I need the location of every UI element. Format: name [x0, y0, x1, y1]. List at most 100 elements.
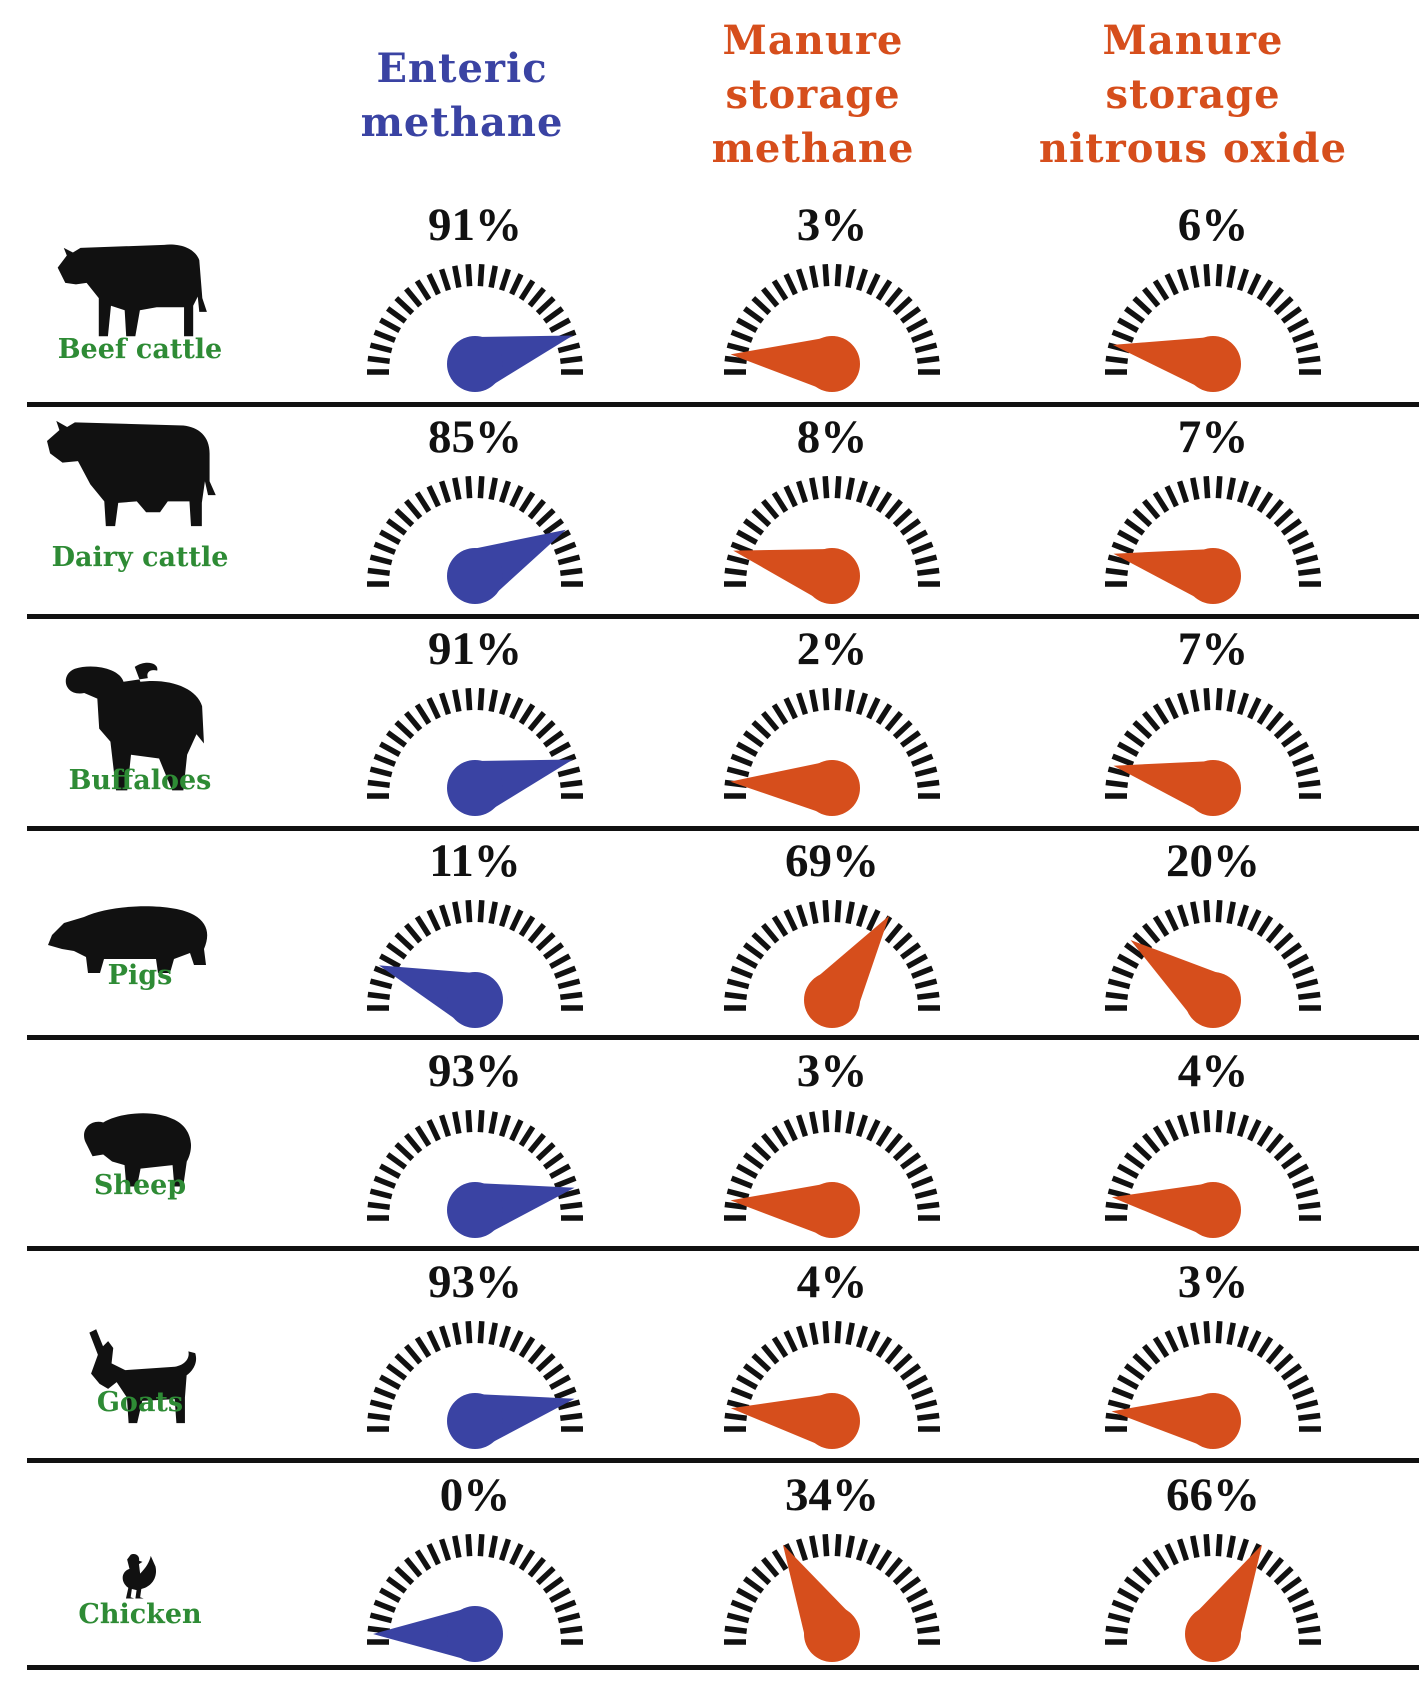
gauge-tick: [1117, 741, 1139, 757]
gauge-tick: [906, 1374, 928, 1390]
gauge-tick: [1152, 491, 1170, 513]
gauge-tick: [1203, 1534, 1211, 1557]
gauge-tick: [527, 711, 546, 732]
gauge-tick: [899, 1363, 921, 1381]
gauge-tick: [1124, 518, 1146, 536]
gauge-tick: [1177, 268, 1190, 292]
gauge-tick: [1247, 1119, 1262, 1142]
gauge-tick: [906, 953, 928, 969]
gauge-tick: [553, 1175, 577, 1189]
gauge-tick: [834, 1110, 842, 1133]
gauge-tick: [1124, 1363, 1146, 1381]
gauge-tick: [855, 1325, 868, 1349]
percentage-value: 6%: [1177, 199, 1249, 251]
gauge-tick: [1132, 296, 1153, 316]
gauge-tick: [761, 1557, 780, 1578]
gauge-tick: [1295, 342, 1319, 354]
gauge-tick: [465, 900, 473, 923]
gauge-tick: [771, 1125, 789, 1147]
gauge-tick: [439, 1538, 452, 1562]
gauge-tick: [414, 915, 432, 937]
gauge-tick: [394, 1353, 415, 1373]
gauge-tick: [761, 923, 780, 944]
gauge-tick: [439, 692, 452, 716]
gauge-tick: [439, 1325, 452, 1349]
gauge-tick: [910, 1175, 934, 1189]
gauge-tick: [892, 508, 913, 528]
gauge-tick: [1190, 901, 1200, 925]
gauge-tick: [452, 265, 462, 289]
percentage-value: 4%: [1177, 1045, 1249, 1097]
gauge-needle-hub: [1185, 1393, 1241, 1449]
gauge-tick: [414, 279, 432, 301]
gauge-tick: [783, 1330, 798, 1353]
gauge-tick: [751, 1142, 772, 1162]
percentage-value: 93%: [428, 1045, 522, 1097]
gauge-tick: [1291, 329, 1315, 343]
gauge-tick: [1273, 1566, 1294, 1586]
gauge-tick: [369, 766, 393, 778]
gauge-tick: [1111, 1175, 1135, 1189]
gauge-tick: [1265, 711, 1284, 732]
gauge-needle-hub: [1185, 548, 1241, 604]
gauge-tick: [1287, 1587, 1309, 1603]
gauge-tick: [559, 355, 583, 364]
gauge-tick: [465, 1110, 473, 1133]
gauge-tick: [1215, 476, 1223, 499]
gauge-tick: [899, 1152, 921, 1170]
percentage-value: 3%: [796, 1045, 868, 1097]
animal-label: Sheep: [93, 1170, 187, 1201]
gauge-tick: [414, 1336, 432, 1358]
gauge-needle-hub: [804, 548, 860, 604]
gauge-tick: [542, 306, 564, 324]
gauge-tick: [855, 268, 868, 292]
gauge-tick: [1203, 264, 1211, 287]
gauge: [1105, 688, 1321, 816]
gauge-tick: [724, 991, 748, 1000]
gauge-tick: [498, 1538, 511, 1562]
gauge-tick: [1190, 1111, 1200, 1135]
percentage-value: 11%: [429, 835, 521, 887]
gauge: [367, 264, 583, 392]
gauge-tick: [1236, 904, 1249, 928]
gauge-tick: [535, 932, 556, 952]
gauge-tick: [557, 1399, 581, 1411]
gauge-tick: [1111, 1386, 1135, 1400]
gauge-tick: [509, 273, 524, 296]
gauge-tick: [488, 1322, 498, 1346]
gauge-tick: [1117, 529, 1139, 545]
gauge-tick: [386, 1363, 408, 1381]
animal-label: Goats: [96, 1387, 184, 1418]
gauge-tick: [557, 978, 581, 990]
gauge-tick: [855, 480, 868, 504]
gauge-tick: [1132, 1566, 1153, 1586]
gauge-tick: [809, 901, 819, 925]
gauge: [724, 688, 940, 816]
gauge-tick: [809, 477, 819, 501]
gauge-tick: [1142, 1557, 1161, 1578]
gauge-tick: [542, 1363, 564, 1381]
gauge-tick: [1226, 689, 1236, 713]
gauge-tick: [1177, 692, 1190, 716]
gauge-tick: [884, 499, 903, 520]
gauge-tick: [379, 1374, 401, 1390]
gauge-tick: [726, 1188, 750, 1200]
gauge-tick: [452, 1322, 462, 1346]
gauge-tick: [527, 1344, 546, 1365]
gauge-tick: [557, 1188, 581, 1200]
gauge-tick: [1295, 1399, 1319, 1411]
gauge-tick: [1256, 1125, 1274, 1147]
gauge-tick: [549, 953, 571, 969]
gauge-tick: [1273, 720, 1294, 740]
gauge-tick: [724, 567, 748, 576]
gauge: [724, 476, 940, 604]
gauge-tick: [796, 692, 809, 716]
gauge-tick: [559, 1625, 583, 1634]
gauge-tick: [535, 1566, 556, 1586]
gauge-tick: [736, 1374, 758, 1390]
gauge-tick: [404, 711, 423, 732]
gauge-tick: [553, 541, 577, 555]
gauge-tick: [892, 1566, 913, 1586]
gauge-tick: [557, 1612, 581, 1624]
gauge-tick: [527, 499, 546, 520]
